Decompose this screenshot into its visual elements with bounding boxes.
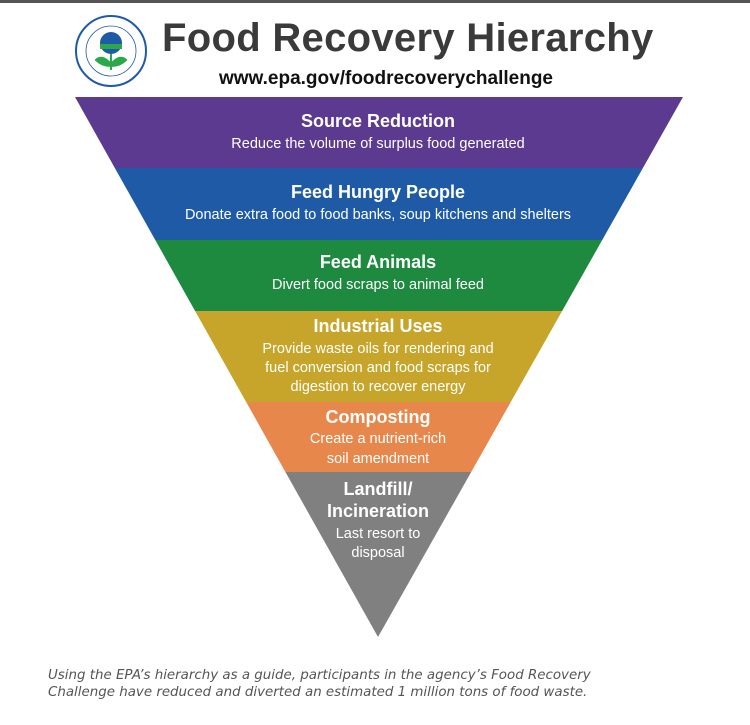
level-landfill-incineration: Landfill/ Incineration Last resort to di… xyxy=(327,479,429,561)
level-description: Divert food scraps to animal feed xyxy=(272,277,484,293)
band-source-reduction xyxy=(75,97,683,168)
level-description: fuel conversion and food scraps for xyxy=(265,360,491,376)
level-description: digestion to recover energy xyxy=(291,379,467,395)
band-feed-animals xyxy=(75,240,683,311)
level-description: soil amendment xyxy=(327,451,429,467)
caption-line: Challenge have reduced and diverted an e… xyxy=(48,685,588,700)
level-title: Composting xyxy=(326,407,431,427)
page-title: Food Recovery Hierarchy xyxy=(162,16,654,60)
epa-logo-icon xyxy=(75,15,147,87)
level-description: Create a nutrient-rich xyxy=(310,431,446,447)
website-url: www.epa.gov/foodrecoverychallenge xyxy=(219,68,554,89)
level-title: Feed Hungry People xyxy=(291,182,465,202)
level-description: Reduce the volume of surplus food genera… xyxy=(231,136,524,152)
level-feed-animals: Feed Animals Divert food scraps to anima… xyxy=(272,252,484,293)
level-title: Source Reduction xyxy=(301,111,455,131)
level-description: Donate extra food to food banks, soup ki… xyxy=(185,207,571,223)
level-composting: Composting Create a nutrient-rich soil a… xyxy=(310,407,446,467)
level-description: Last resort to xyxy=(336,526,421,542)
level-feed-hungry-people: Feed Hungry People Donate extra food to … xyxy=(185,182,571,223)
level-industrial-uses: Industrial Uses Provide waste oils for r… xyxy=(262,316,493,395)
level-description: disposal xyxy=(351,545,404,561)
level-title: Feed Animals xyxy=(320,252,436,272)
caption-line: Using the EPA’s hierarchy as a guide, pa… xyxy=(48,668,591,683)
top-rule xyxy=(0,0,750,3)
level-source-reduction: Source Reduction Reduce the volume of su… xyxy=(231,111,524,152)
level-title: Industrial Uses xyxy=(313,316,442,336)
level-description: Provide waste oils for rendering and xyxy=(262,341,493,357)
level-title: Landfill/ xyxy=(344,479,413,499)
caption: Using the EPA’s hierarchy as a guide, pa… xyxy=(48,667,591,701)
level-title: Incineration xyxy=(327,501,429,521)
band-feed-hungry-people xyxy=(75,168,683,240)
